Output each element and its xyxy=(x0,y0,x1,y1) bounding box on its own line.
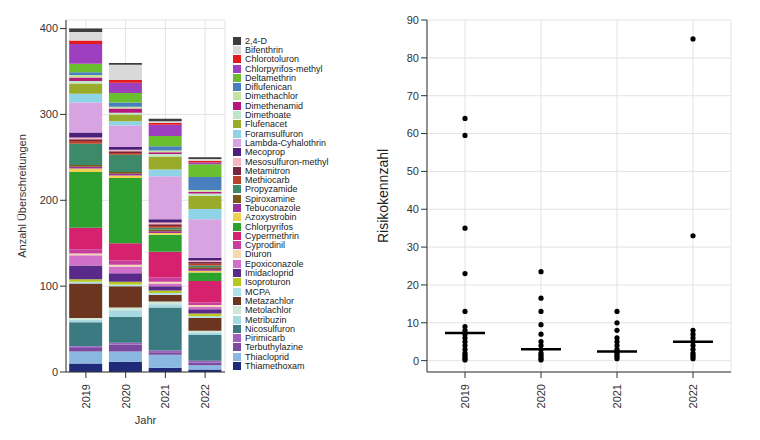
svg-text:40: 40 xyxy=(407,203,419,215)
html-text:Spiroxamine: Spiroxamine xyxy=(245,193,295,204)
svg-text:30: 30 xyxy=(407,241,419,253)
html-text:Nicosulfuron: Nicosulfuron xyxy=(245,323,295,334)
svg-text:Anzahl Überschreitungen: Anzahl Überschreitungen xyxy=(16,134,28,258)
html-text:Mesosulfuron-methyl: Mesosulfuron-methyl xyxy=(245,156,329,167)
html-text:Cypermethrin: Cypermethrin xyxy=(245,230,299,241)
html-text:Epoxiconazole: Epoxiconazole xyxy=(245,258,304,269)
svg-text:2020: 2020 xyxy=(120,384,132,408)
html-text:Tebuconazole: Tebuconazole xyxy=(245,203,301,213)
svg-text:0: 0 xyxy=(413,355,419,367)
html-text:Metribuzin: Metribuzin xyxy=(245,314,287,325)
svg-text:60: 60 xyxy=(407,127,419,139)
svg-text:Risikokennzahl: Risikokennzahl xyxy=(375,149,391,243)
html-text:Pirimicarb: Pirimicarb xyxy=(245,333,285,344)
html-text:Mecoprop: Mecoprop xyxy=(245,147,285,158)
html-text:Dimethachlor: Dimethachlor xyxy=(245,91,298,102)
html-text:Methiocarb: Methiocarb xyxy=(245,175,290,186)
html-text:Flufenacet: Flufenacet xyxy=(245,119,287,130)
html-text:Deltamethrin: Deltamethrin xyxy=(245,72,296,83)
svg-text:50: 50 xyxy=(407,165,419,177)
svg-text:100: 100 xyxy=(40,280,58,292)
html-text:Metazachlor: Metazachlor xyxy=(245,296,294,306)
svg-text:2022: 2022 xyxy=(687,384,699,408)
html-text:Thiamethoxam: Thiamethoxam xyxy=(245,361,305,371)
html-text:Propyzamide: Propyzamide xyxy=(245,184,298,195)
svg-text:2019: 2019 xyxy=(459,384,471,408)
html-text:Lambda-Cyhalothrin: Lambda-Cyhalothrin xyxy=(245,137,326,148)
html-text:Isoproturon: Isoproturon xyxy=(245,277,291,288)
svg-text:80: 80 xyxy=(407,52,419,64)
html-text:Bifenthrin: Bifenthrin xyxy=(245,45,283,55)
html-text:Thiacloprid: Thiacloprid xyxy=(245,351,289,362)
html-text:Foramsulfuron: Foramsulfuron xyxy=(245,128,303,139)
html-text:Dimethenamid: Dimethenamid xyxy=(245,100,303,111)
html-text:Chlorpyrifos-methyl: Chlorpyrifos-methyl xyxy=(245,63,323,74)
html-text:Terbuthylazine: Terbuthylazine xyxy=(245,342,303,353)
svg-text:20: 20 xyxy=(407,279,419,291)
svg-text:70: 70 xyxy=(407,90,419,102)
html-text:Cyprodinil: Cyprodinil xyxy=(245,240,285,251)
svg-text:2022: 2022 xyxy=(199,384,211,408)
svg-text:2021: 2021 xyxy=(611,384,623,408)
svg-text:Jahr: Jahr xyxy=(135,414,157,426)
html-text:Dimethoate: Dimethoate xyxy=(245,110,291,120)
svg-text:2020: 2020 xyxy=(535,384,547,408)
svg-text:300: 300 xyxy=(40,108,58,120)
html-text:Metolachlor: Metolachlor xyxy=(245,305,292,316)
svg-text:2021: 2021 xyxy=(159,384,171,408)
html-text:Chlorotoluron: Chlorotoluron xyxy=(245,54,299,65)
svg-text:400: 400 xyxy=(40,22,58,34)
html-text:MCPA: MCPA xyxy=(245,286,271,297)
svg-text:0: 0 xyxy=(52,366,58,378)
html-text:Metamitron: Metamitron xyxy=(245,165,290,176)
html-text:Chlorpyrifos: Chlorpyrifos xyxy=(245,221,293,232)
html-text:2,4-D: 2,4-D xyxy=(245,35,267,46)
html-text:Azoxystrobin: Azoxystrobin xyxy=(245,212,297,223)
svg-text:10: 10 xyxy=(407,317,419,329)
html-text:Imidacloprid: Imidacloprid xyxy=(245,268,294,279)
html-text:Diflufenican: Diflufenican xyxy=(245,82,292,93)
svg-text:90: 90 xyxy=(407,14,419,26)
svg-text:2019: 2019 xyxy=(80,384,92,408)
svg-text:200: 200 xyxy=(40,194,58,206)
html-text:Diuron: Diuron xyxy=(245,249,272,260)
